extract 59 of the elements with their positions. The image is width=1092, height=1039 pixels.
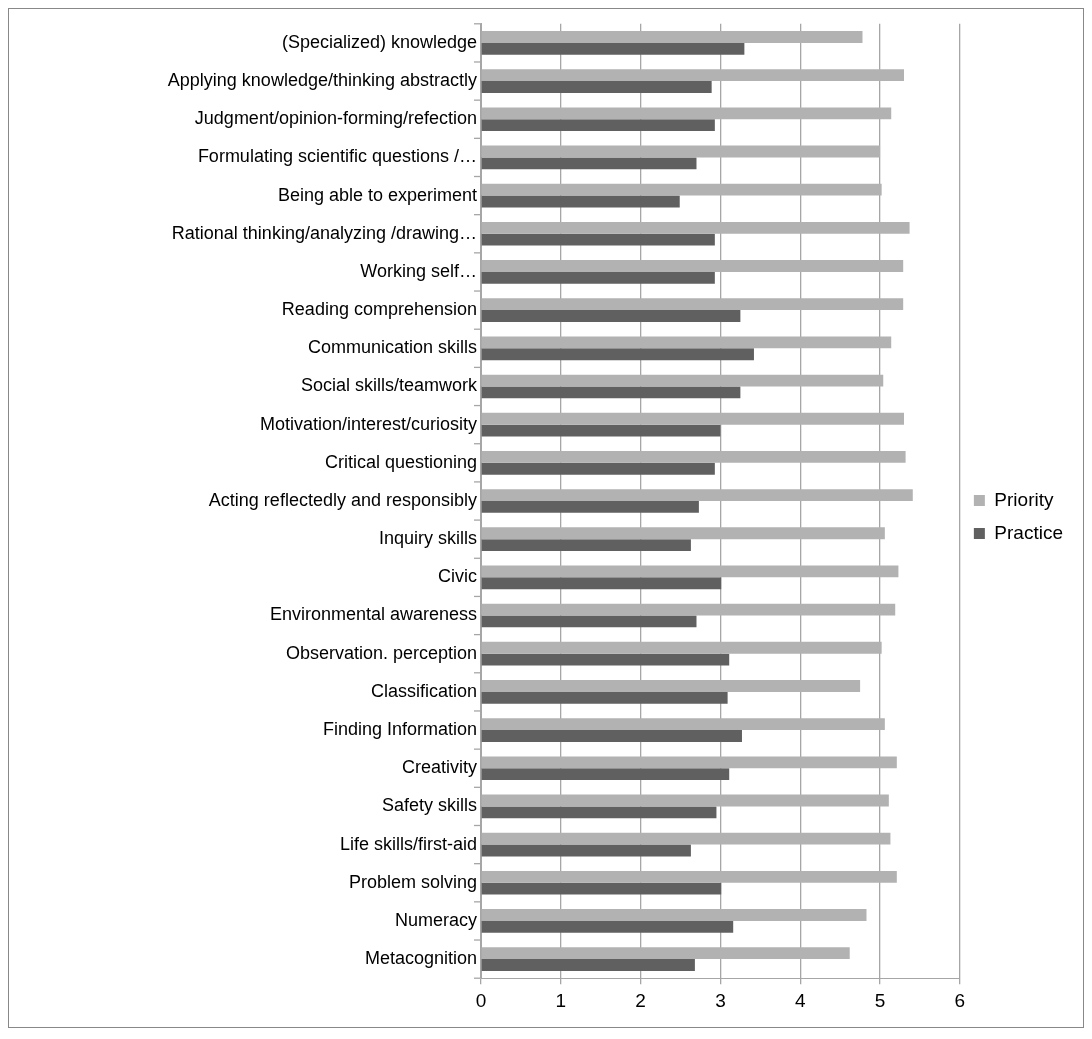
x-tick-label: 5: [874, 989, 886, 1011]
bar: [481, 691, 728, 704]
x-tick-label: 4: [794, 989, 806, 1011]
bar: [481, 348, 754, 361]
legend-label: Priority: [994, 488, 1054, 510]
bar: [481, 310, 741, 322]
y-tick-label: Working self…: [360, 260, 477, 281]
bar: [481, 157, 697, 170]
bar: [481, 882, 722, 895]
bar: [481, 730, 742, 742]
y-tick-label: Judgment/opinion-forming/refection: [194, 108, 477, 129]
bar: [481, 920, 734, 933]
y-tick-label: Applying knowledge/thinking abstractly: [167, 70, 477, 91]
y-tick-label: Inquiry skills: [378, 528, 477, 549]
y-tick-label: (Specialized) knowledge: [281, 31, 477, 52]
bar: [481, 577, 722, 590]
bar: [481, 615, 697, 628]
x-tick-label: 3: [715, 989, 726, 1011]
y-tick-label: Critical questioning: [324, 451, 477, 472]
legend-label: Practice: [994, 521, 1064, 543]
y-tick-label: Reading comprehension: [281, 299, 477, 320]
bar: [481, 653, 730, 666]
y-tick-label: Acting reflectedly and responsibly: [208, 489, 477, 510]
bar: [481, 386, 741, 399]
bar: [481, 806, 717, 819]
bar: [481, 119, 715, 132]
bar: [481, 233, 715, 246]
bar: [481, 462, 715, 475]
y-tick-label: Civic: [438, 566, 477, 587]
y-tick-label: Motivation/interest/curiosity: [259, 413, 477, 434]
x-tick-label: 1: [555, 989, 567, 1011]
bar: [481, 271, 715, 284]
y-tick-label: Life skills/first-aid: [339, 833, 477, 854]
bar: [481, 42, 745, 55]
y-tick-label: Metacognition: [364, 948, 477, 969]
bar: [481, 959, 695, 971]
y-tick-label: Being able to experiment: [277, 184, 477, 205]
bar: [481, 539, 691, 552]
y-tick-label: Formulating scientific questions /…: [197, 146, 477, 167]
y-tick-label: Finding Information: [322, 719, 477, 740]
y-tick-label: Safety skills: [381, 795, 477, 816]
y-tick-label: Rational thinking/analyzing /drawing…: [171, 222, 477, 243]
bar: [481, 844, 691, 857]
y-tick-label: Creativity: [401, 757, 477, 778]
y-tick-label: Social skills/teamwork: [300, 375, 478, 396]
bar: [481, 768, 730, 781]
x-tick-label: 6: [954, 989, 966, 1011]
bar: [481, 195, 680, 208]
x-tick-label: 2: [635, 989, 646, 1011]
bar: [481, 424, 721, 437]
y-tick-label: Problem solving: [348, 871, 477, 892]
bar: [481, 81, 712, 93]
x-tick-label: 0: [475, 989, 487, 1011]
y-tick-label: Communication skills: [307, 337, 477, 358]
y-tick-label: Classification: [370, 680, 477, 701]
y-tick-label: Numeracy: [394, 909, 477, 930]
bar: [481, 501, 699, 513]
y-tick-label: Environmental awareness: [269, 604, 477, 625]
y-tick-label: Observation. perception: [285, 642, 477, 663]
